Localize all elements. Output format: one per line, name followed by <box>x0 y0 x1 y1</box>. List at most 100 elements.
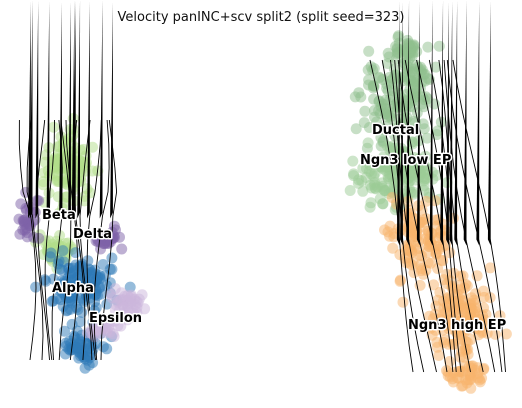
cell-point-ductal <box>350 123 362 135</box>
stream-arrow <box>446 0 449 246</box>
cell-point-delta <box>17 215 29 226</box>
cell-point-ngn3-high-ep <box>489 328 501 340</box>
cell-point-ngn3-high-ep <box>406 259 418 271</box>
cell-point-ngn3-high-ep <box>484 262 496 274</box>
stream-arrow <box>77 0 81 219</box>
cell-point-alpha <box>90 289 102 300</box>
cell-point-ductal <box>385 113 397 124</box>
cell-point-alpha <box>57 245 69 257</box>
stream-arrow <box>400 0 403 246</box>
cell-point-epsilon <box>105 288 116 300</box>
cluster-label-ngn3-low-ep: Ngn3 low EP <box>360 153 451 168</box>
cell-point-ngn3-high-ep <box>462 348 474 360</box>
stream-arrow <box>29 0 33 219</box>
cell-point-ngn3-high-ep <box>500 328 512 340</box>
streamline <box>44 119 55 361</box>
cluster-label-beta: Beta <box>42 208 76 223</box>
cell-point-ngn3-high-ep <box>394 275 406 287</box>
streamline <box>452 59 506 373</box>
cell-point-ngn3-high-ep <box>405 244 417 256</box>
cluster-labels: Beta Delta Alpha Epsilon Ductal Ngn3 low… <box>41 122 508 335</box>
cell-point-alpha <box>64 262 75 274</box>
stream-arrow <box>110 0 113 219</box>
stream-arrow <box>72 0 76 219</box>
streamline <box>416 59 462 373</box>
cell-point-ngn3-high-ep <box>466 363 477 374</box>
cell-point-ductal <box>422 41 434 53</box>
cell-point-ngn3-low-ep <box>356 175 368 187</box>
streamline <box>446 59 503 373</box>
cell-point-delta <box>29 214 41 226</box>
cell-point-epsilon <box>85 327 97 339</box>
cell-point-ngn3-low-ep <box>364 201 376 213</box>
cell-point-ductal <box>435 116 447 128</box>
streamline <box>58 119 72 361</box>
cluster-label-alpha: Alpha <box>52 281 94 296</box>
stream-arrow <box>99 0 103 219</box>
cell-point-alpha <box>51 293 63 305</box>
cell-point-ngn3-high-ep <box>438 303 450 315</box>
streamline <box>397 59 454 373</box>
cell-point-ductal <box>411 107 423 119</box>
cell-point-ngn3-high-ep <box>397 296 409 308</box>
cell-point-epsilon <box>136 289 148 301</box>
cell-point-ngn3-high-ep <box>420 213 432 225</box>
cell-point-ductal <box>388 63 400 75</box>
cluster-label-epsilon: Epsilon <box>89 311 142 326</box>
cell-point-alpha <box>97 259 109 270</box>
cell-point-alpha <box>101 343 113 355</box>
cell-point-beta <box>57 174 69 186</box>
chart-title: Velocity panINC+scv split2 (split seed=3… <box>118 10 405 25</box>
cell-point-ductal <box>433 40 445 52</box>
cell-point-alpha <box>84 264 96 276</box>
cell-point-ngn3-low-ep <box>376 183 388 194</box>
cell-point-epsilon <box>125 289 137 301</box>
streamline <box>100 119 118 361</box>
cell-point-ngn3-high-ep <box>468 294 480 306</box>
cell-point-ngn3-high-ep <box>433 350 445 361</box>
cell-point-ngn3-high-ep <box>428 279 440 291</box>
cell-point-epsilon <box>115 320 127 332</box>
cell-point-beta <box>75 144 87 156</box>
stream-arrow <box>487 0 491 246</box>
cell-point-ngn3-low-ep <box>347 155 359 167</box>
streamline <box>26 119 44 361</box>
cell-point-ngn3-high-ep <box>494 310 506 322</box>
cell-point-beta <box>43 170 55 182</box>
cell-point-ngn3-low-ep <box>344 185 356 196</box>
stream-arrow <box>59 0 62 219</box>
cell-point-ngn3-low-ep <box>387 183 399 195</box>
streamline <box>390 59 437 373</box>
cell-point-alpha <box>106 252 118 264</box>
cell-point-ductal <box>373 105 385 117</box>
cell-point-beta <box>75 172 86 184</box>
cell-point-beta <box>48 154 60 166</box>
cell-point-alpha <box>53 255 65 267</box>
cell-point-ngn3-low-ep <box>414 154 426 166</box>
cell-point-ngn3-high-ep <box>454 300 466 312</box>
cell-point-ductal <box>373 71 385 83</box>
cell-point-ductal <box>363 45 375 57</box>
cell-point-ngn3-high-ep <box>419 233 431 245</box>
cell-point-ngn3-low-ep <box>362 137 374 149</box>
cell-point-delta <box>33 232 45 244</box>
cell-point-ngn3-low-ep <box>374 193 386 205</box>
cell-point-ngn3-high-ep <box>477 325 489 337</box>
cell-point-ductal <box>406 50 418 62</box>
cell-point-ductal <box>363 122 375 133</box>
cell-point-ngn3-high-ep <box>384 230 396 242</box>
cell-point-ngn3-low-ep <box>361 163 372 174</box>
cell-point-alpha <box>86 340 98 352</box>
cell-point-delta <box>33 195 45 207</box>
cell-point-ductal <box>383 51 395 63</box>
streamline <box>18 119 37 361</box>
cell-point-beta <box>48 121 60 133</box>
cell-point-ngn3-low-ep <box>406 136 418 148</box>
streamline <box>93 119 110 361</box>
streamline <box>51 119 63 361</box>
cell-point-alpha <box>67 344 78 356</box>
cluster-label-ngn3-high-ep: Ngn3 high EP <box>408 318 506 333</box>
cell-point-ngn3-high-ep <box>387 242 399 254</box>
cell-point-epsilon <box>131 307 143 319</box>
cell-point-ductal <box>355 91 367 103</box>
